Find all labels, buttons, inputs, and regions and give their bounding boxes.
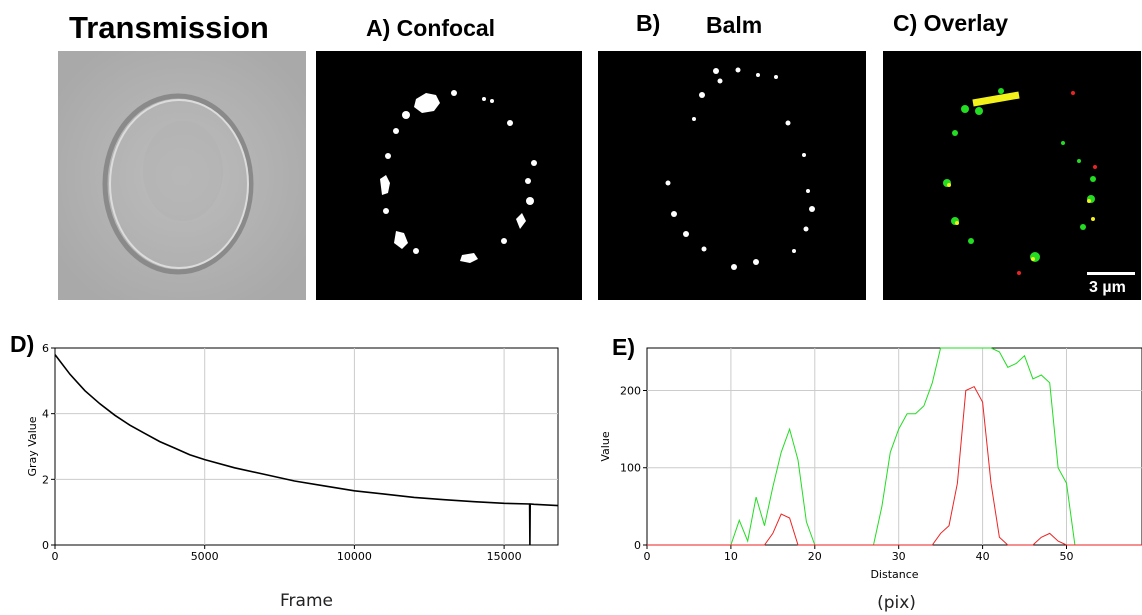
transmission-image [58,51,306,300]
panel-e-letter: E) [612,334,635,360]
x-axis-unit-label: (pix) [877,593,916,613]
y-tick-label: 6 [42,342,49,355]
y-tick-label: 200 [620,384,641,397]
y-tick-label: 0 [634,539,641,552]
x-tick-label: 0 [644,550,651,563]
plot-frame [646,347,1142,546]
x-tick-label: 20 [808,550,822,563]
y-axis-label: Value [599,431,612,461]
plot-frame [54,347,559,546]
transmission-title: Transmission [69,10,269,45]
y-tick-label: 0 [42,539,49,552]
x-tick-label: 0 [52,550,59,563]
series-line-red [647,385,1142,546]
x-axis-label: Frame [280,591,333,611]
x-tick-label: 15000 [487,550,522,563]
chart-e: 0 10 20 30 40 50 0 100 200 Value Distance (pix) [599,347,1142,613]
scale-bar-label: 3 µm [1089,279,1126,296]
series-line-green [647,347,1142,546]
confocal-title: A) Confocal [366,15,496,41]
balm-letter: B) [636,10,661,36]
x-tick-label: 50 [1059,550,1073,563]
x-tick-label: 30 [892,550,906,563]
overlay-title: C) Overlay [893,10,1009,36]
balm-title: Balm [706,12,763,38]
confocal-image [316,51,582,300]
series-line-gray-value [54,354,559,546]
y-tick-label: 2 [42,473,49,486]
x-tick-label: 5000 [191,550,219,563]
x-axis-label: Distance [870,568,918,581]
chart-d: 0 5000 10000 15000 0 2 4 6 Gray Value Frame [26,342,559,611]
x-tick-label: 10 [724,550,738,563]
panel-d-letter: D) [10,331,35,357]
x-tick-label: 10000 [337,550,372,563]
y-tick-label: 4 [42,408,49,421]
overlay-image: 3 µm [883,51,1141,300]
y-axis-label: Gray Value [26,416,39,476]
balm-image [598,51,866,300]
x-tick-label: 40 [976,550,990,563]
scale-bar [1087,272,1135,275]
y-tick-label: 100 [620,462,641,475]
